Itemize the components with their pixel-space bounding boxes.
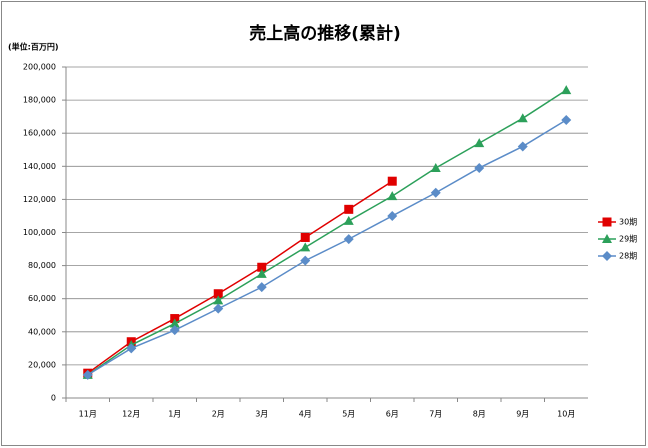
y-axis-unit: (単位:百万円) xyxy=(8,42,59,52)
legend-label: 29期 xyxy=(619,235,637,244)
data-point xyxy=(300,232,310,242)
x-tick-label: 3月 xyxy=(255,410,268,419)
data-point xyxy=(343,234,354,245)
y-tick-label: 120,000 xyxy=(23,195,56,204)
y-tick-label: 180,000 xyxy=(23,96,56,105)
data-point xyxy=(387,210,398,221)
y-tick-label: 80,000 xyxy=(28,261,56,270)
data-point xyxy=(256,268,267,278)
data-point xyxy=(213,289,223,299)
y-tick-label: 140,000 xyxy=(23,162,56,171)
x-tick-label: 5月 xyxy=(342,410,355,419)
data-point xyxy=(387,176,397,186)
data-point xyxy=(257,262,267,272)
data-point xyxy=(344,204,354,214)
series-line xyxy=(87,89,567,376)
data-point xyxy=(213,295,224,305)
x-tick-label: 7月 xyxy=(429,410,442,419)
data-point xyxy=(430,187,441,198)
data-point xyxy=(561,114,572,125)
data-point xyxy=(517,141,528,152)
x-tick-label: 1月 xyxy=(168,410,181,419)
legend-marker xyxy=(602,217,612,227)
data-point xyxy=(387,191,398,201)
x-tick-label: 9月 xyxy=(516,410,529,419)
legend-label: 30期 xyxy=(619,218,637,227)
y-tick-label: 40,000 xyxy=(28,327,56,336)
data-point xyxy=(300,255,311,266)
y-tick-label: 100,000 xyxy=(23,228,56,237)
y-tick-label: 200,000 xyxy=(23,63,56,72)
y-tick-label: 60,000 xyxy=(28,294,56,303)
x-tick-label: 4月 xyxy=(299,410,312,419)
data-point xyxy=(517,113,528,123)
data-point xyxy=(343,215,354,225)
data-point xyxy=(169,318,180,328)
series-line xyxy=(87,119,567,376)
x-tick-label: 11月 xyxy=(79,410,97,419)
data-point xyxy=(256,282,267,293)
data-point xyxy=(213,303,224,314)
data-point xyxy=(474,138,485,148)
data-point xyxy=(430,162,441,172)
x-tick-label: 10月 xyxy=(557,410,575,419)
data-point xyxy=(126,343,137,354)
y-tick-label: 0 xyxy=(51,394,56,403)
legend-marker xyxy=(602,251,612,261)
legend-marker xyxy=(602,234,612,243)
x-tick-label: 8月 xyxy=(473,410,486,419)
x-tick-label: 12月 xyxy=(122,410,140,419)
x-tick-label: 2月 xyxy=(212,410,225,419)
chart-title: 売上高の推移(累計) xyxy=(249,23,401,44)
data-point xyxy=(300,242,311,252)
data-point xyxy=(474,162,485,173)
y-tick-label: 20,000 xyxy=(28,360,56,369)
data-point xyxy=(169,325,180,336)
series-line xyxy=(87,180,393,374)
data-point xyxy=(82,369,93,380)
legend-label: 28期 xyxy=(619,252,637,261)
data-point xyxy=(561,85,572,95)
y-tick-label: 160,000 xyxy=(23,129,56,138)
x-tick-label: 6月 xyxy=(386,410,399,419)
